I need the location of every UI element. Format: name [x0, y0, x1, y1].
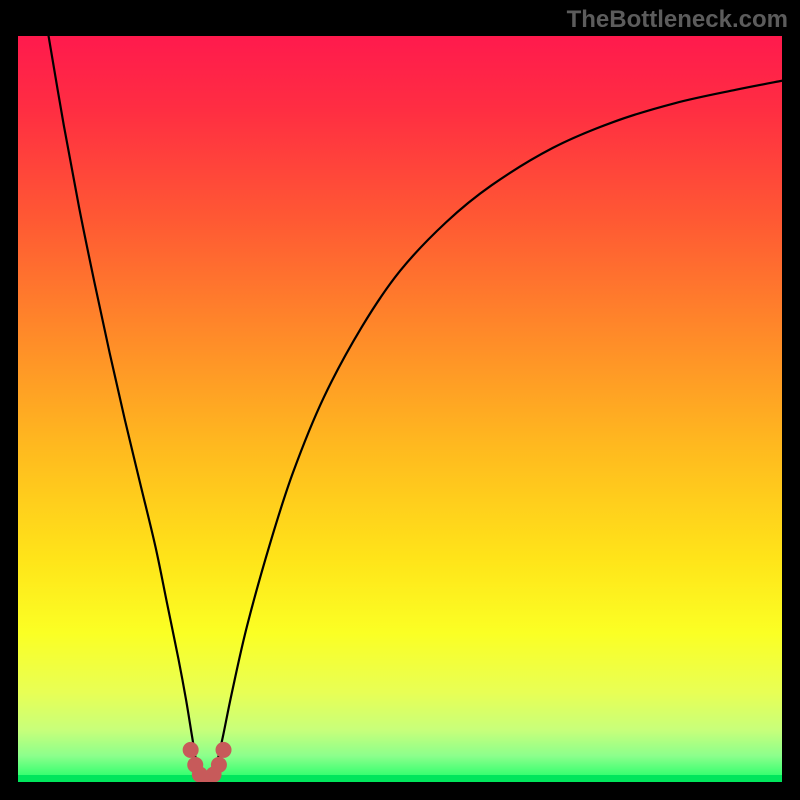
trough-marker — [211, 757, 227, 773]
watermark-label: TheBottleneck.com — [567, 6, 788, 34]
chart-plot-area — [18, 36, 782, 782]
trough-marker — [183, 742, 199, 758]
trough-marker-group — [183, 742, 232, 782]
trough-marker — [216, 742, 232, 758]
curve-layer — [18, 36, 782, 782]
bottleneck-curve — [49, 36, 782, 779]
